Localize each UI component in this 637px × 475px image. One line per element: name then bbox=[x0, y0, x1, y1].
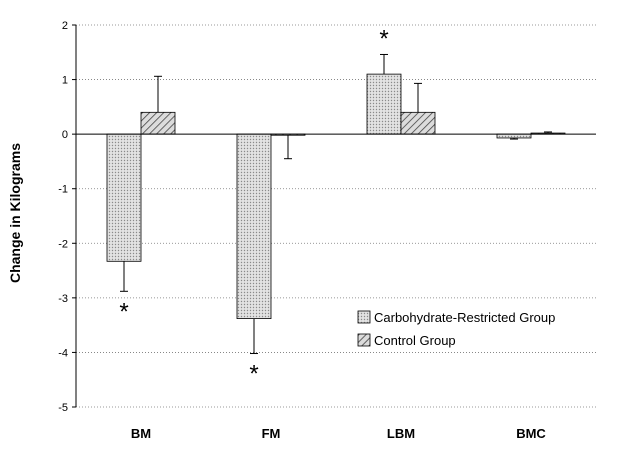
legend-label-carbohydrate: Carbohydrate-Restricted Group bbox=[374, 310, 555, 325]
y-tick-label: -3 bbox=[58, 293, 68, 305]
y-tick-label: 2 bbox=[62, 20, 68, 32]
bar-bm-series-1 bbox=[140, 111, 176, 135]
error-bars bbox=[120, 53, 552, 355]
grid-lines bbox=[76, 24, 596, 408]
category-label: FM bbox=[262, 426, 281, 441]
legend: Carbohydrate-Restricted Group Control Gr… bbox=[357, 310, 555, 348]
y-ticks: 2 1 0 -1 -2 -3 -4 -5 bbox=[58, 20, 76, 414]
bars bbox=[106, 73, 566, 319]
legend-swatch-control bbox=[357, 333, 371, 347]
bar-lbm-series-0 bbox=[366, 73, 402, 135]
bar-bmc-series-0 bbox=[496, 133, 532, 139]
significance-star: * bbox=[249, 361, 258, 388]
legend-label-control: Control Group bbox=[374, 333, 456, 348]
y-tick-label: -4 bbox=[58, 347, 68, 359]
y-tick-label: 1 bbox=[62, 75, 68, 87]
y-tick-label: -1 bbox=[58, 184, 68, 196]
y-axis-title: Change in Kilograms bbox=[7, 143, 23, 283]
y-tick-label: -2 bbox=[58, 238, 68, 250]
significance-star: * bbox=[119, 298, 128, 325]
significance-marks: * * * bbox=[119, 25, 388, 387]
legend-swatch-carbohydrate bbox=[357, 310, 371, 324]
category-label: BMC bbox=[516, 426, 546, 441]
category-label: LBM bbox=[387, 426, 415, 441]
bar-lbm-series-1 bbox=[400, 111, 436, 135]
y-tick-label: -5 bbox=[58, 402, 68, 414]
category-labels: BM FM LBM BMC bbox=[131, 426, 547, 441]
y-tick-label: 0 bbox=[62, 129, 68, 141]
significance-star: * bbox=[379, 25, 388, 52]
bar-bm-series-0 bbox=[106, 133, 142, 262]
category-label: BM bbox=[131, 426, 151, 441]
bar-fm-series-0 bbox=[236, 133, 272, 319]
